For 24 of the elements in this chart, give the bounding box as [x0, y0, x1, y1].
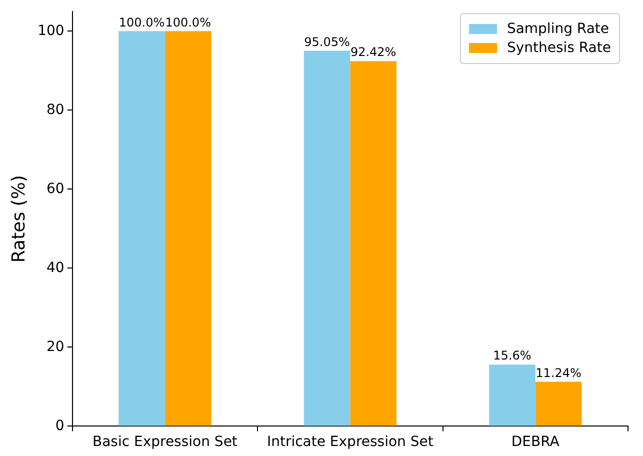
- bar: [535, 382, 582, 426]
- bar: [304, 50, 350, 426]
- data-label: 92.42%: [350, 45, 396, 60]
- y-tick-label: 80: [46, 102, 64, 118]
- y-axis-title: Rates (%): [8, 175, 30, 263]
- y-tick-label: 20: [46, 338, 64, 355]
- bar: [350, 61, 396, 426]
- y-tick-label: 100: [38, 22, 64, 39]
- bar: [118, 31, 165, 426]
- x-tick-label: Basic Expression Set: [92, 434, 238, 450]
- y-tick-label: 40: [46, 260, 64, 276]
- y-tick-label: 0: [55, 418, 64, 434]
- legend-label: Synthesis Rate: [506, 40, 611, 56]
- x-tick-label: DEBRA: [511, 434, 560, 450]
- y-tick-label: 60: [46, 180, 64, 197]
- data-label: 100.0%: [118, 15, 165, 30]
- data-label: 95.05%: [304, 34, 350, 49]
- bar: [489, 364, 536, 426]
- data-label: 15.6%: [493, 348, 532, 363]
- data-label: 100.0%: [165, 15, 211, 30]
- x-tick-label: Intricate Expression Set: [266, 434, 434, 450]
- data-label: 11.24%: [536, 366, 582, 380]
- bar: [164, 31, 212, 426]
- legend-label: Sampling Rate: [506, 21, 610, 38]
